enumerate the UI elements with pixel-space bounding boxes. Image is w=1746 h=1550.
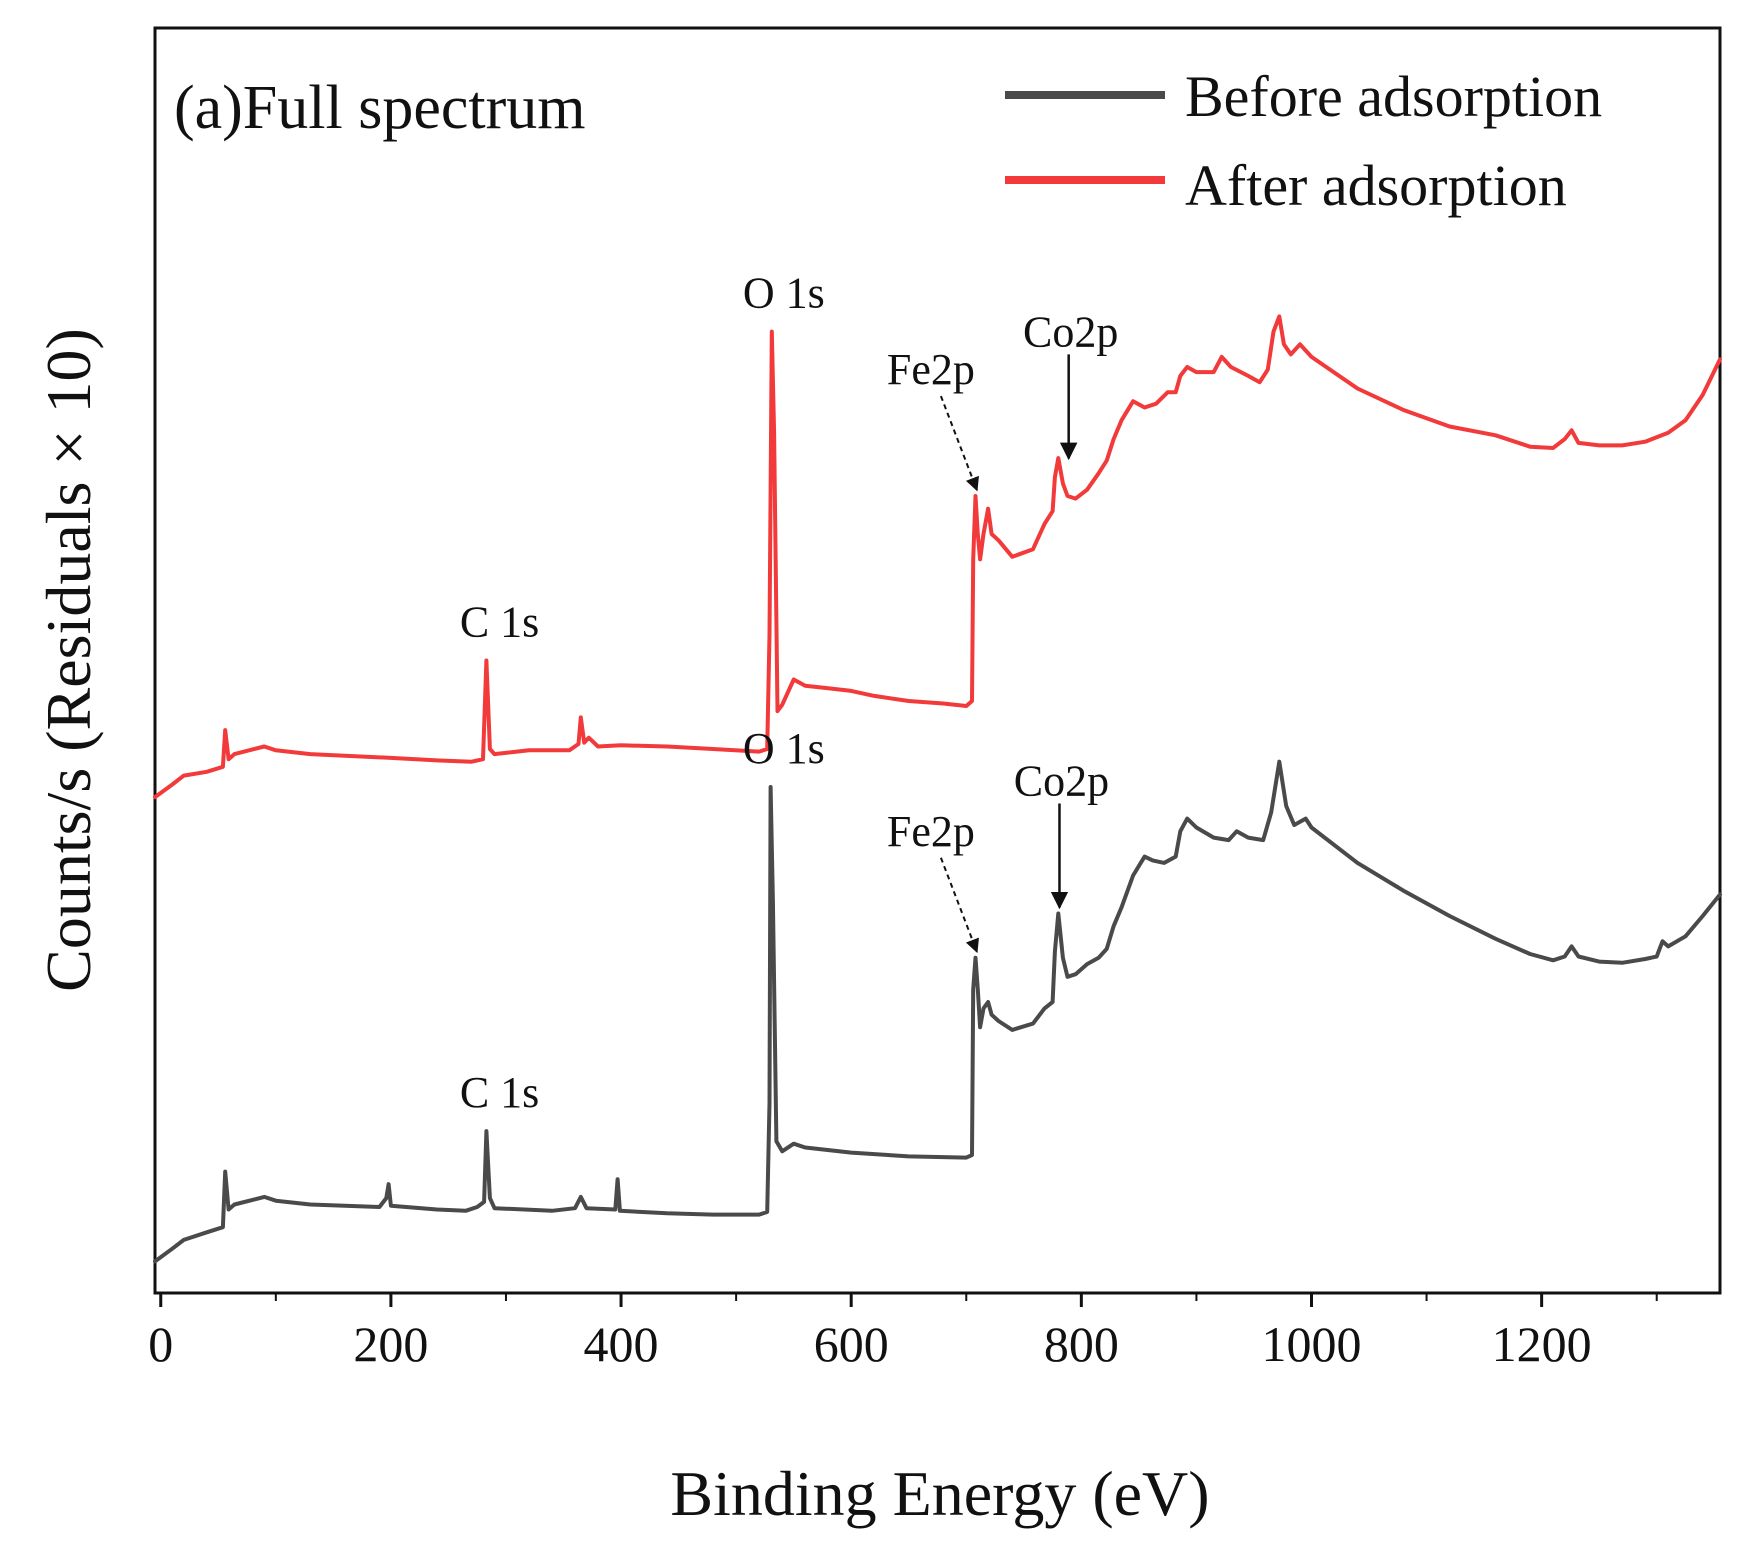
annotations-layer: C 1s O 1s Fe2p Co2p C 1s O 1s Fe2p Co2p <box>460 269 1119 1117</box>
plot-frame <box>153 26 1722 1295</box>
series-layer <box>153 314 1722 1264</box>
series-line-after-adsorption <box>153 314 1722 800</box>
annotation-fe2p-after-adsorption-arrow <box>939 395 979 492</box>
annotation-co2p-before-adsorption-label: Co2p <box>1014 757 1109 806</box>
annotation-o-1s-after-adsorption-label: O 1s <box>743 269 825 318</box>
plot-area <box>153 26 1722 1295</box>
x-tick-label: 1000 <box>1261 1316 1361 1372</box>
annotation-o-1s-before-adsorption-label: O 1s <box>743 724 825 773</box>
x-tick-label: 400 <box>584 1316 659 1372</box>
annotation-co2p-after-adsorption-label: Co2p <box>1023 307 1118 356</box>
x-tick-label: 1200 <box>1492 1316 1592 1372</box>
legend: Before adsorption After adsorption <box>1005 64 1602 218</box>
x-tick-label: 800 <box>1044 1316 1119 1372</box>
legend-label-after: After adsorption <box>1185 153 1567 218</box>
annotation-c-1s-after-adsorption-label: C 1s <box>460 598 539 647</box>
annotation-fe2p-before-adsorption-label: Fe2p <box>887 807 975 856</box>
legend-label-before: Before adsorption <box>1185 64 1602 129</box>
annotation-fe2p-after-adsorption-label: Fe2p <box>887 345 975 394</box>
y-axis-title: Counts/s (Residuals × 10) <box>33 328 104 992</box>
annotation-c-1s-before-adsorption-label: C 1s <box>460 1068 539 1117</box>
series-line-before-adsorption <box>153 759 1722 1264</box>
x-tick-label: 200 <box>353 1316 428 1372</box>
annotation-fe2p-before-adsorption-arrow <box>939 857 979 954</box>
x-axis-ticks: 0 200 400 600 800 1000 1200 <box>148 1293 1658 1372</box>
x-tick-label: 0 <box>148 1316 173 1372</box>
x-tick-label: 600 <box>814 1316 889 1372</box>
panel-title: (a)Full spectrum <box>174 74 586 142</box>
x-axis-title: Binding Energy (eV) <box>670 1458 1209 1529</box>
